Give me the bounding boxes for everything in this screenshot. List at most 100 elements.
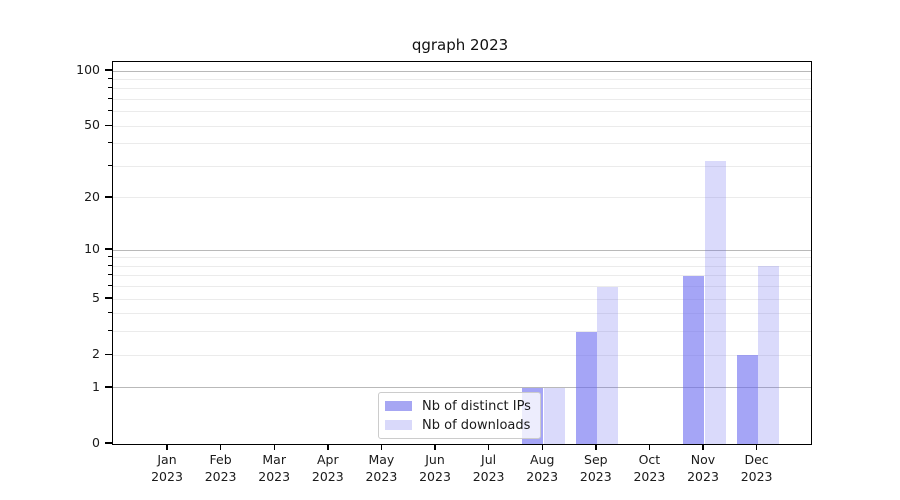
x-tick-month: Mar xyxy=(262,452,286,467)
x-tick-mark xyxy=(219,445,222,450)
y-tick-label: 10 xyxy=(84,241,100,257)
legend-label: Nb of distinct IPs xyxy=(422,398,531,414)
plot-area xyxy=(112,61,812,445)
x-tick-year: 2023 xyxy=(365,468,398,484)
x-tick-label: Jun 2023 xyxy=(412,452,458,485)
x-tick-mark xyxy=(487,445,490,450)
y-tick-label: 2 xyxy=(92,346,100,362)
x-tick-label: Feb 2023 xyxy=(198,452,244,485)
gridline-50 xyxy=(113,125,811,127)
x-tick-month: Dec xyxy=(744,452,769,467)
y-tick-label: 1 xyxy=(92,378,100,394)
gridline-20 xyxy=(113,197,811,199)
bar-nb-of-downloads-nov xyxy=(704,161,726,444)
gridline-70 xyxy=(113,98,811,100)
gridline-5 xyxy=(113,298,811,300)
gridline-90 xyxy=(113,78,811,80)
bar-nb-of-distinct-ips-nov xyxy=(683,275,704,444)
x-tick-mark xyxy=(755,445,758,450)
x-tick-label: May 2023 xyxy=(358,452,404,485)
x-tick-year: 2023 xyxy=(311,468,344,484)
y-minor-tick-mark xyxy=(108,264,112,266)
legend: Nb of distinct IPs Nb of downloads xyxy=(378,392,541,439)
bar-nb-of-downloads-sep xyxy=(597,286,619,444)
x-tick-label: Nov 2023 xyxy=(680,452,726,485)
x-tick-label: Oct 2023 xyxy=(626,452,672,485)
x-tick-label: Jul 2023 xyxy=(466,452,512,485)
gridline-40 xyxy=(113,143,811,145)
y-minor-tick-mark xyxy=(108,330,112,332)
x-tick-month: Oct xyxy=(638,452,661,467)
legend-swatch xyxy=(385,401,412,411)
y-tick-mark xyxy=(105,248,112,250)
x-tick-month: Apr xyxy=(316,452,339,467)
x-tick-mark xyxy=(702,445,704,450)
x-tick-mark xyxy=(595,445,597,450)
x-tick-mark xyxy=(648,445,651,450)
y-minor-tick-mark xyxy=(108,77,112,79)
y-minor-tick-mark xyxy=(108,164,112,166)
y-tick-mark xyxy=(105,69,112,71)
y-minor-tick-mark xyxy=(108,297,112,299)
y-minor-tick-mark xyxy=(108,285,112,287)
legend-swatch xyxy=(385,420,412,430)
bar-nb-of-downloads-aug xyxy=(543,388,565,444)
y-tick-mark xyxy=(105,442,112,444)
x-tick-label: Jan 2023 xyxy=(144,452,190,485)
y-tick-label: 50 xyxy=(84,117,100,133)
y-tick-mark xyxy=(105,386,112,388)
y-minor-tick-mark xyxy=(108,110,112,112)
gridline-30 xyxy=(113,165,811,167)
legend-item: Nb of downloads xyxy=(385,416,531,434)
gridline-8 xyxy=(113,265,811,267)
x-tick-year: 2023 xyxy=(687,468,719,484)
gridline-10 xyxy=(113,249,811,251)
y-minor-tick-mark xyxy=(108,256,112,258)
gridline-4 xyxy=(113,313,811,315)
x-tick-month: Jan xyxy=(157,452,177,467)
y-tick-label: 0 xyxy=(92,435,100,450)
x-tick-label: Mar 2023 xyxy=(251,452,297,485)
y-minor-tick-mark xyxy=(108,87,112,89)
x-tick-year: 2023 xyxy=(526,468,559,484)
x-tick-month: Sep xyxy=(584,452,608,467)
x-tick-label: Aug 2023 xyxy=(519,452,565,485)
y-minor-tick-mark xyxy=(108,124,112,126)
y-minor-tick-mark xyxy=(108,142,112,144)
x-tick-year: 2023 xyxy=(579,468,612,484)
y-minor-tick-mark xyxy=(108,97,112,99)
y-tick-label: 100 xyxy=(76,61,100,77)
bar-nb-of-distinct-ips-dec xyxy=(736,355,758,444)
x-tick-mark xyxy=(380,445,383,450)
x-tick-year: 2023 xyxy=(419,468,451,484)
y-minor-tick-mark xyxy=(108,274,112,276)
gridline-1 xyxy=(113,387,811,389)
x-tick-label: Dec 2023 xyxy=(734,452,780,485)
x-tick-month: May xyxy=(368,452,395,467)
x-tick-year: 2023 xyxy=(258,468,291,484)
gridline-7 xyxy=(113,275,811,277)
legend-item: Nb of distinct IPs xyxy=(385,397,531,415)
gridline-3 xyxy=(113,331,811,333)
x-tick-mark xyxy=(166,445,168,450)
y-minor-tick-mark xyxy=(108,196,112,198)
y-tick-label: 5 xyxy=(92,290,100,306)
x-tick-year: 2023 xyxy=(740,468,773,484)
x-tick-month: Jul xyxy=(481,452,497,467)
gridline-100 xyxy=(113,70,811,72)
legend-label: Nb of downloads xyxy=(422,417,531,433)
x-tick-label: Sep 2023 xyxy=(573,452,619,485)
y-minor-tick-mark xyxy=(108,353,112,355)
y-tick-label: 20 xyxy=(84,188,100,204)
x-tick-year: 2023 xyxy=(633,468,666,484)
gridline-6 xyxy=(113,286,811,288)
x-tick-month: Nov xyxy=(690,452,716,467)
gridline-60 xyxy=(113,111,811,113)
x-tick-year: 2023 xyxy=(472,468,505,484)
y-minor-tick-mark xyxy=(108,312,112,314)
x-tick-year: 2023 xyxy=(204,468,237,484)
bar-nb-of-downloads-dec xyxy=(758,266,780,444)
gridline-2 xyxy=(113,354,811,356)
x-tick-mark xyxy=(541,445,543,450)
